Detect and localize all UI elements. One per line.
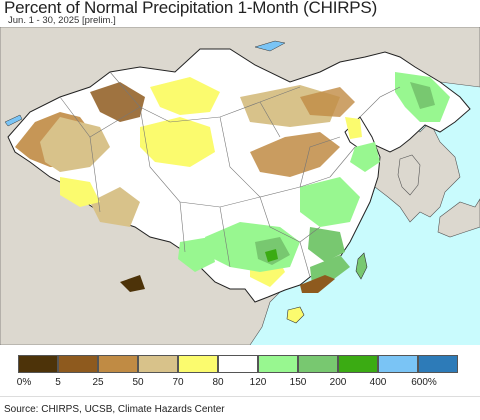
dry-zone-central (250, 132, 340, 177)
dry-zone-tibet (90, 187, 140, 227)
legend-swatch (58, 355, 98, 373)
wet-zone-east (300, 177, 360, 227)
legend-swatch (18, 355, 58, 373)
korea-japan-land (397, 154, 421, 196)
lake-balkhash (254, 40, 286, 52)
hainan (286, 306, 305, 324)
yellow-zone-1 (140, 117, 215, 167)
legend-swatch (298, 355, 338, 373)
legend-swatch (98, 355, 138, 373)
japan-island (437, 198, 480, 238)
yellow-zone-5 (345, 117, 362, 139)
legend-label: 150 (289, 377, 307, 388)
dry-zone-south-coast (300, 275, 335, 293)
legend-label: 400 (369, 377, 387, 388)
yellow-zone-3 (60, 177, 100, 207)
legend-swatch (138, 355, 178, 373)
map-subtitle: Jun. 1 - 30, 2025 [prelim.] (8, 15, 116, 26)
province-borders (59, 71, 401, 278)
wet-zone-shandong (350, 142, 380, 172)
wet-zone-south-3 (265, 249, 278, 262)
lake-small (4, 114, 23, 127)
legend-swatch (258, 355, 298, 373)
legend-label: 200 (329, 377, 347, 388)
legend-label: 80 (212, 377, 224, 388)
legend-labels: 0% 5 25 50 70 80 120 150 200 400 600% (0, 377, 480, 391)
legend-swatch (218, 355, 258, 373)
legend-label: 50 (132, 377, 144, 388)
wet-zone-east-2 (308, 227, 345, 262)
legend-label: 25 (92, 377, 104, 388)
legend-label: 5 (55, 377, 61, 388)
precipitation-map (0, 27, 480, 345)
dry-zone-east-mongolia (300, 87, 355, 117)
legend-label: 120 (249, 377, 267, 388)
wet-zone-northeast-2 (410, 82, 435, 109)
legend-swatch (418, 355, 458, 373)
legend-swatch (338, 355, 378, 373)
yellow-zone-2 (150, 77, 220, 115)
legend-color-bar (18, 355, 458, 373)
taiwan (355, 252, 368, 280)
legend-label: 600% (411, 377, 437, 388)
dry-zone-tarim (40, 117, 110, 172)
map-title: Percent of Normal Precipitation 1-Month … (4, 0, 378, 17)
dry-zone-yunnan-edge (120, 275, 145, 292)
legend-swatch (178, 355, 218, 373)
legend-label: 70 (172, 377, 184, 388)
legend-label: 0% (16, 377, 32, 388)
footer-divider (0, 396, 480, 397)
source-text: Source: CHIRPS, UCSB, Climate Hazards Ce… (4, 404, 225, 415)
wet-zone-sichuan (178, 237, 215, 272)
legend-swatch (378, 355, 418, 373)
